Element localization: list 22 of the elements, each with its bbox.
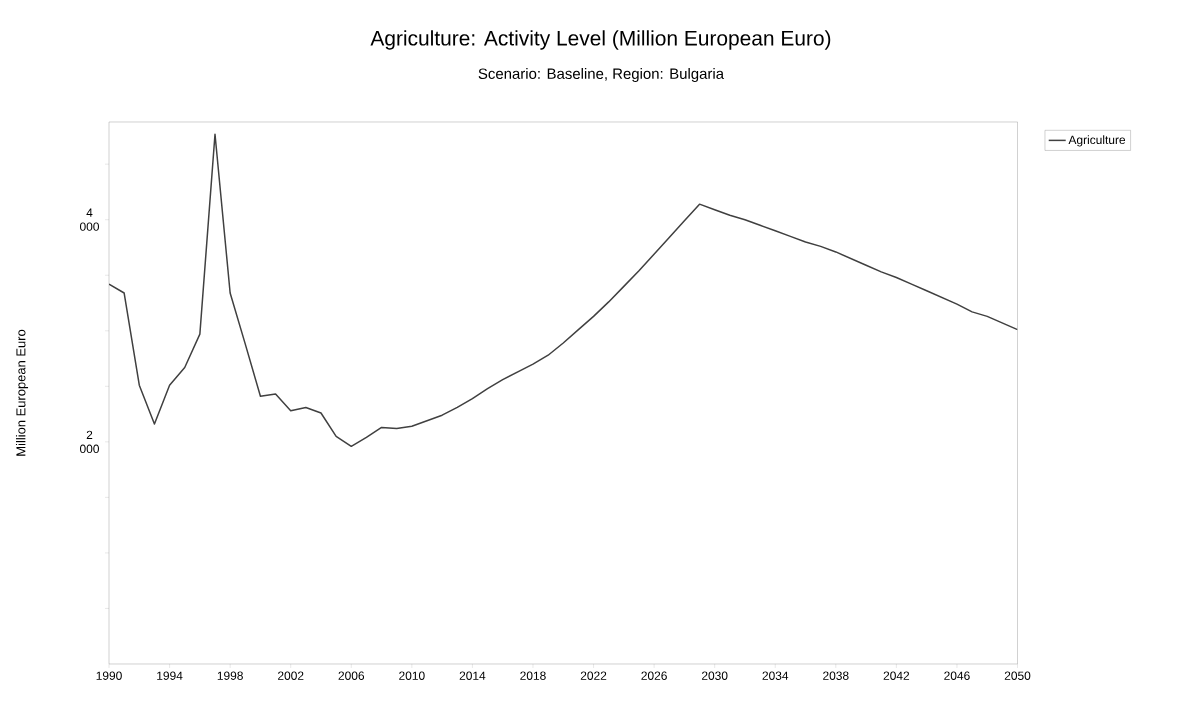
x-tick-label: 2050 <box>1004 671 1031 680</box>
x-tick-label: 2026 <box>641 671 667 680</box>
x-tick-label: 2046 <box>944 671 970 680</box>
x-tick-label: 1998 <box>217 671 243 680</box>
x-tick-label: 1994 <box>157 671 183 680</box>
x-tick-label: 2022 <box>580 671 607 680</box>
x-tick-label: 2034 <box>762 671 789 680</box>
x-tick-label: 2006 <box>338 671 365 680</box>
chart-subtitle: Scenario: Baseline, Region: Bulgaria <box>478 68 725 82</box>
x-tick-label: 2010 <box>399 671 425 680</box>
x-tick-label: 2014 <box>459 671 486 680</box>
y-axis-title: Million European Euro <box>15 329 29 456</box>
y-tick-label: 2 000 <box>79 430 99 454</box>
x-tick-label: 2030 <box>701 671 728 680</box>
x-tick-label: 2018 <box>520 671 546 680</box>
y-tick-label: 4 000 <box>79 208 99 231</box>
x-tick-label: 2002 <box>278 671 304 680</box>
x-tick-label: 1990 <box>96 671 122 680</box>
x-tick-label: 2042 <box>883 671 910 680</box>
x-tick-label: 2038 <box>823 671 849 680</box>
chart-title: Agriculture: Activity Level (Million European Euro) <box>370 30 831 50</box>
legend-label: Agriculture <box>1068 135 1126 147</box>
